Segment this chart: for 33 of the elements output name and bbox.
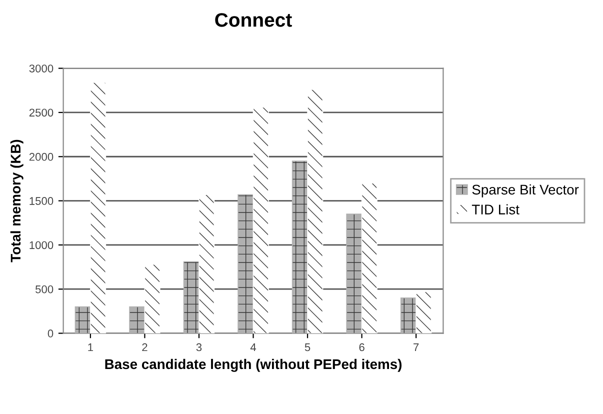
bar: [198, 194, 215, 334]
y-tick-label: 2500: [29, 108, 54, 117]
y-tick-label: 0: [48, 330, 54, 338]
bar: [252, 106, 269, 334]
bar: [307, 89, 324, 334]
bar: [90, 82, 106, 334]
y-tick-label: 2000: [29, 152, 54, 161]
x-tick-label: 1: [88, 343, 93, 352]
bar: [74, 306, 91, 334]
x-tick-label: 5: [304, 343, 310, 352]
y-tick-label: 3000: [29, 64, 54, 72]
bar: [183, 261, 200, 334]
bar: [416, 291, 432, 334]
bar: [346, 214, 362, 334]
legend-label: Sparse Bit Vector: [472, 184, 579, 198]
x-tick-label: 4: [250, 343, 256, 352]
x-tick-label: 2: [142, 343, 148, 352]
y-tick-label: 1500: [30, 197, 54, 205]
bar: [400, 298, 416, 334]
x-tick-label: 6: [359, 343, 364, 352]
y-tick-label: 1000: [30, 241, 54, 250]
x-tick-label: 3: [196, 343, 202, 352]
bar: [292, 160, 308, 334]
bar: [144, 264, 160, 334]
y-tick-label: 500: [36, 285, 54, 294]
x-tick-label: 7: [414, 343, 419, 352]
x-axis-title: Base candidate length (without PEPed items): [105, 358, 402, 372]
bar: [361, 182, 378, 334]
bar: [238, 194, 254, 334]
y-axis-title: Total memory (KB): [10, 140, 24, 262]
bar: [129, 306, 146, 334]
legend-label: TID List: [472, 204, 520, 214]
chart-title: Connect: [215, 13, 292, 27]
